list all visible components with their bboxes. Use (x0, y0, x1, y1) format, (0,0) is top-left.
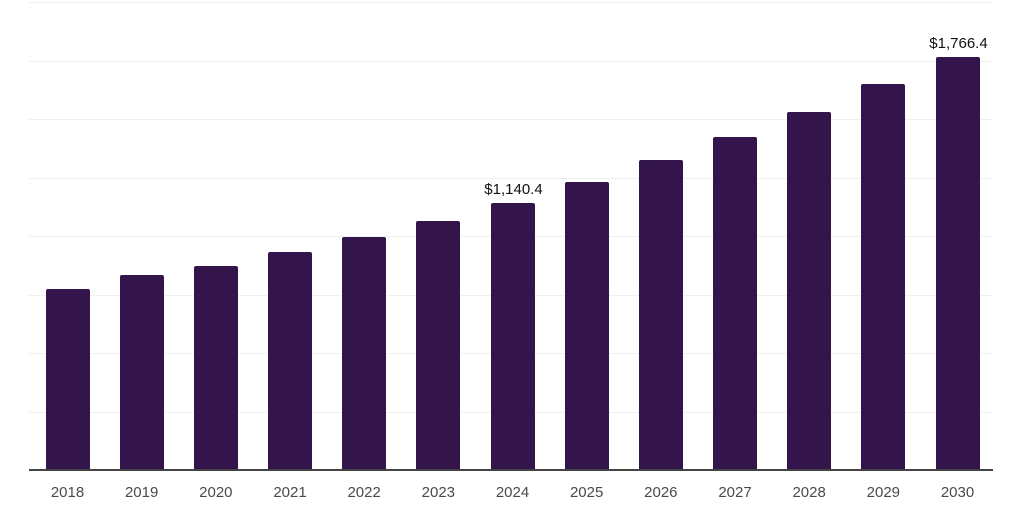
x-tick-label-2029: 2029 (866, 484, 901, 501)
bar-2029 (861, 83, 906, 470)
x-tick-label-2023: 2023 (421, 484, 456, 501)
bar-2024 (490, 203, 535, 470)
value-label-2030: $1,766.4 (929, 34, 988, 52)
x-tick-label-2020: 2020 (199, 484, 233, 501)
x-tick-label-2028: 2028 (792, 484, 826, 501)
bar-2030 (935, 56, 980, 470)
bar-2027 (713, 136, 757, 470)
gridline (29, 2, 993, 3)
x-tick-label-2018: 2018 (50, 484, 85, 501)
x-tick-label-2026: 2026 (644, 484, 678, 501)
bar-2028 (787, 111, 832, 470)
gridline (29, 61, 993, 62)
bar-2018 (45, 288, 90, 470)
bar-2022 (342, 237, 387, 470)
value-label-2024: $1,140.4 (484, 181, 543, 199)
bar-2023 (416, 220, 461, 470)
x-tick-label-2025: 2025 (569, 484, 604, 501)
gridline (29, 178, 993, 179)
gridline (29, 119, 993, 120)
x-tick-label-2027: 2027 (718, 484, 752, 501)
x-tick-label-2021: 2021 (273, 484, 307, 501)
x-tick-label-2030: 2030 (940, 484, 975, 501)
x-tick-label-2019: 2019 (124, 484, 159, 501)
bar-2021 (268, 252, 312, 470)
bar-2020 (193, 266, 238, 470)
bar-2019 (119, 274, 164, 470)
x-tick-label-2024: 2024 (495, 484, 530, 501)
x-axis-line (29, 469, 993, 471)
bar-2025 (564, 182, 609, 470)
bar-2026 (638, 159, 683, 470)
x-tick-label-2022: 2022 (347, 484, 381, 501)
